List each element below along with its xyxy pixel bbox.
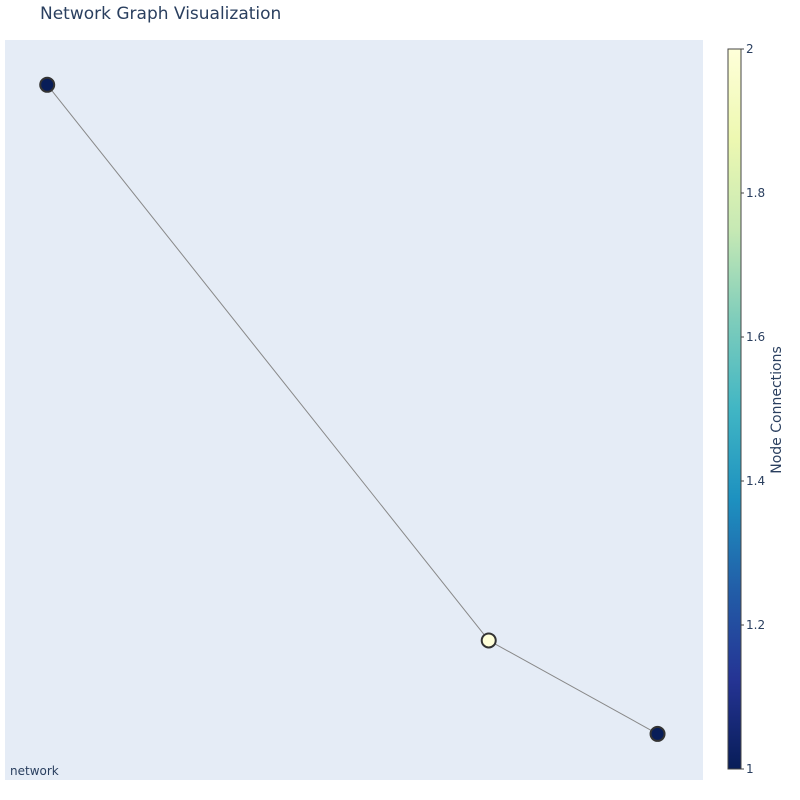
colorbar-tick-label: 1.6 — [746, 330, 765, 344]
colorbar-ticks: 1 1.2 1.4 1.6 1.8 2 — [741, 42, 765, 776]
colorbar-title: Node Connections — [769, 346, 785, 474]
edges-layer — [46, 84, 658, 735]
edge-line — [488, 640, 658, 735]
nodes-layer — [39, 76, 666, 742]
plot-area — [5, 40, 703, 780]
graph-node[interactable] — [649, 725, 666, 742]
colorbar-tick-label: 1 — [746, 762, 754, 776]
colorbar-tick-label: 1.8 — [746, 186, 765, 200]
edge-line — [46, 84, 490, 641]
chart-title: Network Graph Visualization — [40, 4, 282, 24]
colorbar — [727, 48, 742, 770]
graph-node[interactable] — [39, 76, 56, 93]
graph-node[interactable] — [480, 632, 497, 649]
colorbar-tick-label: 1.4 — [746, 474, 765, 488]
colorbar-tick-label: 1.2 — [746, 618, 765, 632]
network-annotation: network — [10, 764, 59, 778]
colorbar-tick-label: 2 — [746, 42, 754, 56]
